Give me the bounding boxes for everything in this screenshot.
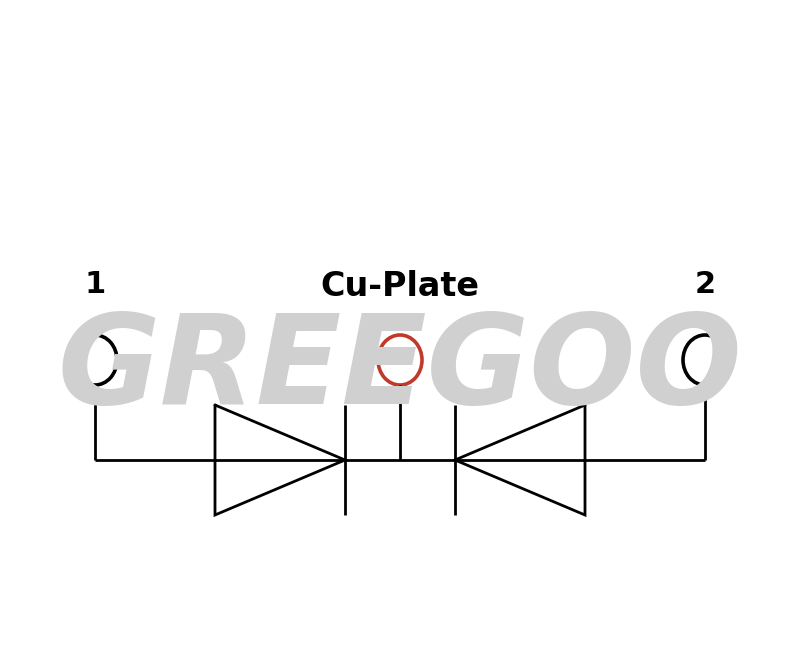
Text: 2: 2 [694,270,715,299]
Text: Cu-Plate: Cu-Plate [321,270,479,303]
Ellipse shape [73,335,117,385]
Ellipse shape [683,335,727,385]
Text: GREEGOO: GREEGOO [58,310,742,430]
Text: 1: 1 [84,270,106,299]
Ellipse shape [378,335,422,385]
